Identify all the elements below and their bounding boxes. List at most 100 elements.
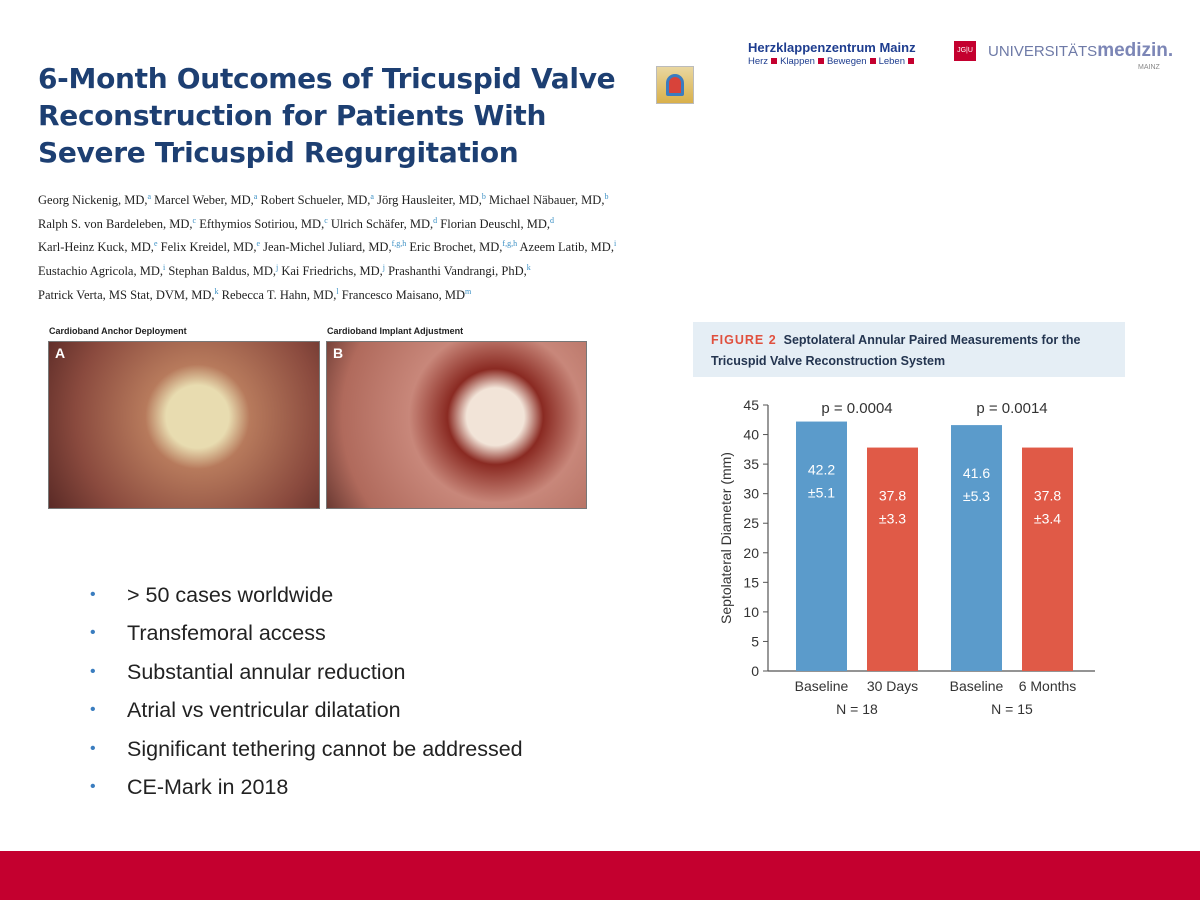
author: Karl-Heinz Kuck, MD,e [38,239,158,255]
bullet-icon: • [90,739,96,757]
author: Ralph S. von Bardeleben, MD,c [38,215,197,231]
y-tick-label: 15 [743,574,759,590]
paper-title: 6-Month Outcomes of Tricuspid Valve Reco… [38,62,616,169]
bullet-text: CE-Mark in 2018 [127,774,289,799]
author: Patrick Verta, MS Stat, DVM, MD,k [38,286,219,302]
y-tick-label: 45 [743,397,759,413]
bar-sd-label: ±5.3 [963,488,990,504]
author-line: Eustachio Agricola, MD,i Stephan Baldus,… [38,258,698,282]
x-tick-label: Baseline [795,678,849,694]
bullet-text: Substantial annular reduction [127,659,406,684]
author: Marcel Weber, MD,a [154,192,258,208]
author: Jean-Michel Juliard, MD,f,g,h [263,239,407,255]
logo-text-bold: medizin. [1097,40,1174,61]
bar [867,447,918,671]
bullet-icon: • [90,662,96,680]
bullet-item: • Significant tethering cannot be address… [90,737,523,775]
tagline-word: Klappen [780,56,815,67]
bar [1022,447,1073,671]
figure-label: FIGURE 2 [711,333,777,347]
p-value-label: p = 0.0004 [821,400,892,417]
bar [796,421,847,671]
y-tick-label: 0 [751,663,759,679]
bullet-item: • Atrial vs ventricular dilatation [90,698,523,736]
bar-sd-label: ±5.1 [808,485,835,501]
logo-city: MAINZ [1138,64,1160,71]
y-tick-label: 20 [743,545,759,561]
y-axis-label: Septolateral Diameter (mm) [718,452,734,624]
bullet-icon: • [90,701,96,719]
bullet-icon: • [90,777,96,795]
jgu-logo: JG|U [954,41,976,61]
bar-value-label: 41.6 [963,465,990,481]
y-tick-label: 10 [743,604,759,620]
bar [951,425,1002,671]
group-n-label: N = 15 [991,701,1033,717]
author-line: Georg Nickenig, MD,a Marcel Weber, MD,a … [38,187,698,211]
x-tick-label: 30 Days [867,678,918,694]
universitaetsmedizin-logo: UNIVERSITÄTSmedizin. [988,40,1173,62]
author-line: Karl-Heinz Kuck, MD,e Felix Kreidel, MD,… [38,234,698,258]
y-tick-label: 40 [743,427,759,443]
author: Eustachio Agricola, MD,i [38,262,166,279]
author: Robert Schueler, MD,a [260,192,374,208]
journal-badge-icon [656,66,694,104]
herzklappenzentrum-tagline: Herz Klappen Bewegen Leben [748,56,917,67]
bar-value-label: 37.8 [1034,488,1061,504]
author: Kai Friedrichs, MD,j [281,262,385,279]
author: Francesco Maisano, MDm [341,286,472,302]
author-list: Georg Nickenig, MD,a Marcel Weber, MD,a … [38,187,698,305]
footer-band [0,851,1200,900]
author: Georg Nickenig, MD,a [38,192,152,208]
figure-header: FIGURE 2 Septolateral Annular Paired Mea… [693,322,1125,377]
author: Florian Deuschl, MD,d [440,215,554,231]
author: Prashanthi Vandrangi, PhD,k [388,262,531,279]
author: Felix Kreidel, MD,e [160,239,261,255]
figure-title: Septolateral Annular Paired Measurements… [711,333,1081,368]
bar-chart: 0 5 10 15 20 25 30 35 40 45 Septolateral Diameter … [718,397,1095,717]
bullet-icon: • [90,624,96,642]
bullet-text: Significant tethering cannot be addresse… [127,736,523,761]
bullet-item: • > 50 cases worldwide [90,583,523,621]
image-caption-a: Cardioband Anchor Deployment [49,326,187,336]
bullet-text: Transfemoral access [127,621,326,646]
bar-value-label: 37.8 [879,488,906,504]
y-tick-label: 35 [743,456,759,472]
author: Michael Näbauer, MD,b [489,192,609,208]
implant-adjustment-image: B [326,341,587,509]
bullet-text: Atrial vs ventricular dilatation [127,698,401,723]
author: Stephan Baldus, MD,j [168,262,279,279]
author: Efthymios Sotiriou, MD,c [199,215,328,231]
bullet-item: • CE-Mark in 2018 [90,775,523,813]
panel-label: B [333,345,344,361]
author: Rebecca T. Hahn, MD,l [221,286,339,302]
bar-value-label: 42.2 [808,462,835,478]
author: Eric Brochet, MD,f,g,h [409,239,518,255]
author-line: Patrick Verta, MS Stat, DVM, MD,k Rebecc… [38,282,698,306]
p-value-label: p = 0.0014 [976,400,1047,417]
group-n-label: N = 18 [836,701,878,717]
y-tick-label: 5 [751,633,759,649]
author: Ulrich Schäfer, MD,d [330,215,438,231]
tagline-word: Herz [748,56,769,67]
author: Jörg Hausleiter, MD,b [377,192,486,208]
bar-sd-label: ±3.3 [879,511,906,527]
logo-text: UNIVERSITÄTS [988,43,1098,60]
bullet-icon: • [90,586,96,603]
bar-sd-label: ±3.4 [1034,511,1061,527]
herzklappenzentrum-logo: Herzklappenzentrum Mainz [748,40,916,55]
bullet-item: • Transfemoral access [90,621,523,659]
anchor-deployment-image: A [48,341,320,509]
panel-label: A [55,345,66,361]
tagline-word: Bewegen [826,56,867,67]
bullet-list: • > 50 cases worldwide • Transfemoral acces… [90,583,523,813]
author: Azeem Latib, MD,i [519,239,617,255]
tagline-word: Leben [878,56,905,67]
y-tick-label: 25 [743,515,759,531]
image-caption-b: Cardioband Implant Adjustment [327,326,464,336]
x-tick-label: Baseline [950,678,1004,694]
bullet-text: > 50 cases worldwide [127,583,334,607]
y-tick-label: 30 [743,486,759,502]
x-tick-label: 6 Months [1019,678,1077,694]
bullet-item: • Substantial annular reduction [90,660,523,698]
